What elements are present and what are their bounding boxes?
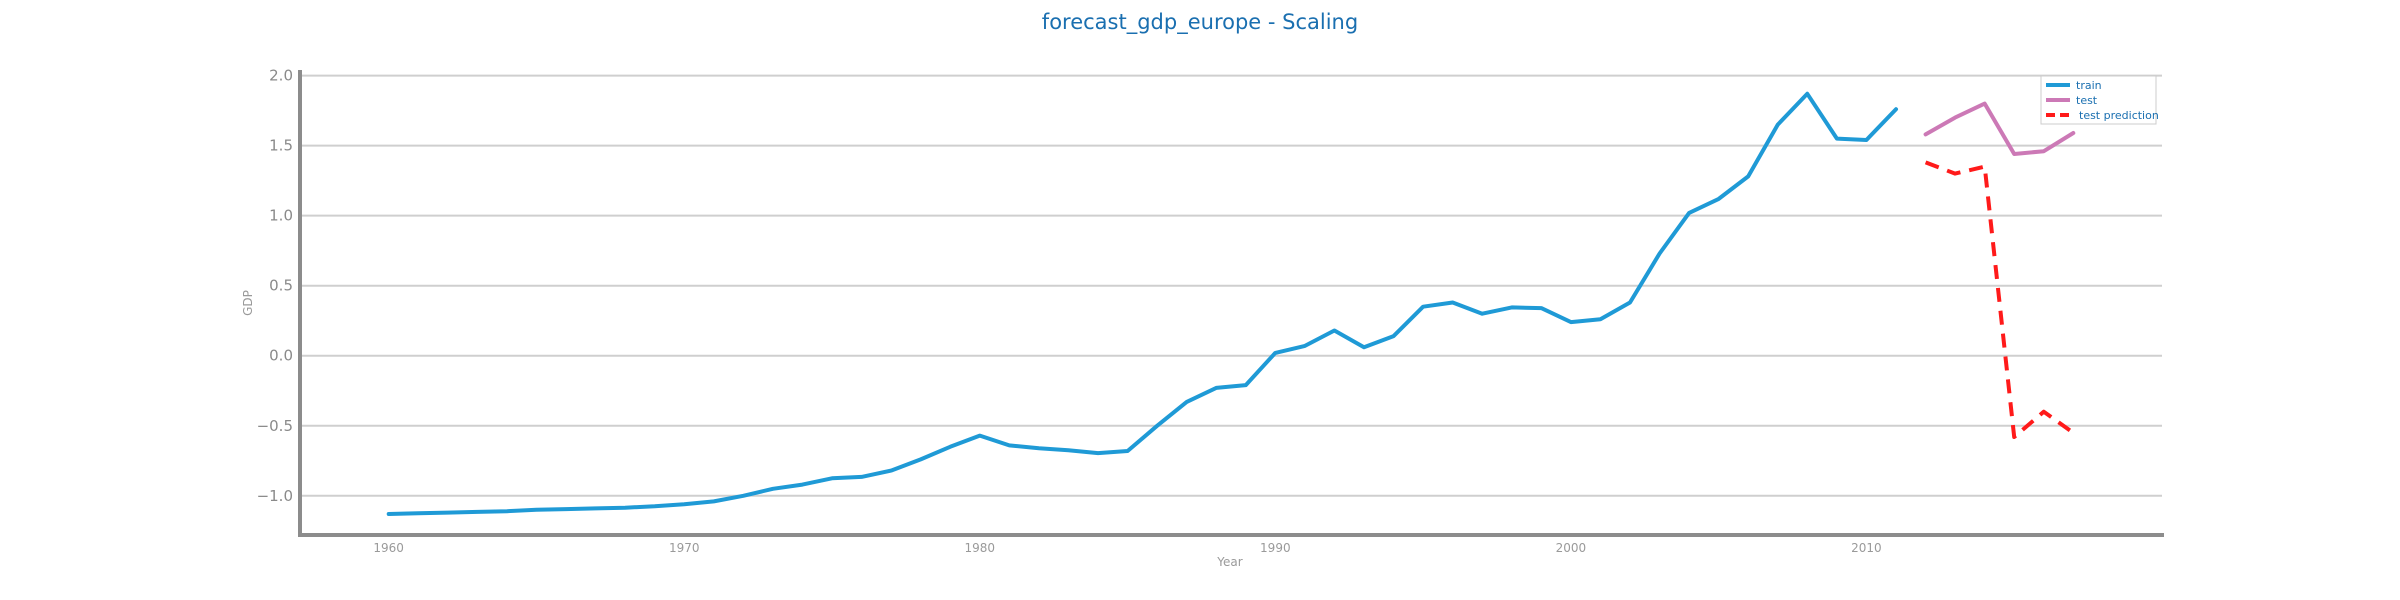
x-tick-label: 1990 xyxy=(1260,541,1291,555)
x-tick-label: 2010 xyxy=(1851,541,1882,555)
chart-title: forecast_gdp_europe - Scaling xyxy=(1042,10,1358,35)
x-tick-label: 1980 xyxy=(965,541,996,555)
legend: train test test prediction xyxy=(2040,75,2159,125)
legend-label-train: train xyxy=(2076,79,2102,92)
series-lines xyxy=(386,91,2076,516)
grid-lines xyxy=(300,74,2162,497)
y-tick-label: 1.5 xyxy=(269,137,293,155)
x-tick-label: 2000 xyxy=(1556,541,1587,555)
legend-label-test: test xyxy=(2076,94,2098,107)
series-line-test xyxy=(1923,101,2076,156)
y-tick-label: 0.5 xyxy=(269,277,293,295)
series-line-test-prediction xyxy=(1924,160,2075,439)
y-tick-label: 2.0 xyxy=(269,67,293,85)
series-line-train xyxy=(386,91,1898,516)
y-tick-label: 1.0 xyxy=(269,207,293,225)
x-tick-label: 1960 xyxy=(373,541,404,555)
x-axis-ticks: 1960 1970 1980 1990 2000 2010 xyxy=(373,541,1881,555)
y-axis-ticks: 2.0 1.5 1.0 0.5 0.0 −0.5 −1.0 xyxy=(257,67,293,505)
legend-label-test-prediction: test prediction xyxy=(2079,109,2159,122)
x-axis-label: Year xyxy=(1216,555,1242,569)
y-tick-label: 0.0 xyxy=(269,347,293,365)
y-axis-label: GDP xyxy=(241,290,255,316)
y-tick-label: −0.5 xyxy=(257,417,293,435)
y-tick-label: −1.0 xyxy=(257,487,293,505)
x-tick-label: 1970 xyxy=(669,541,700,555)
